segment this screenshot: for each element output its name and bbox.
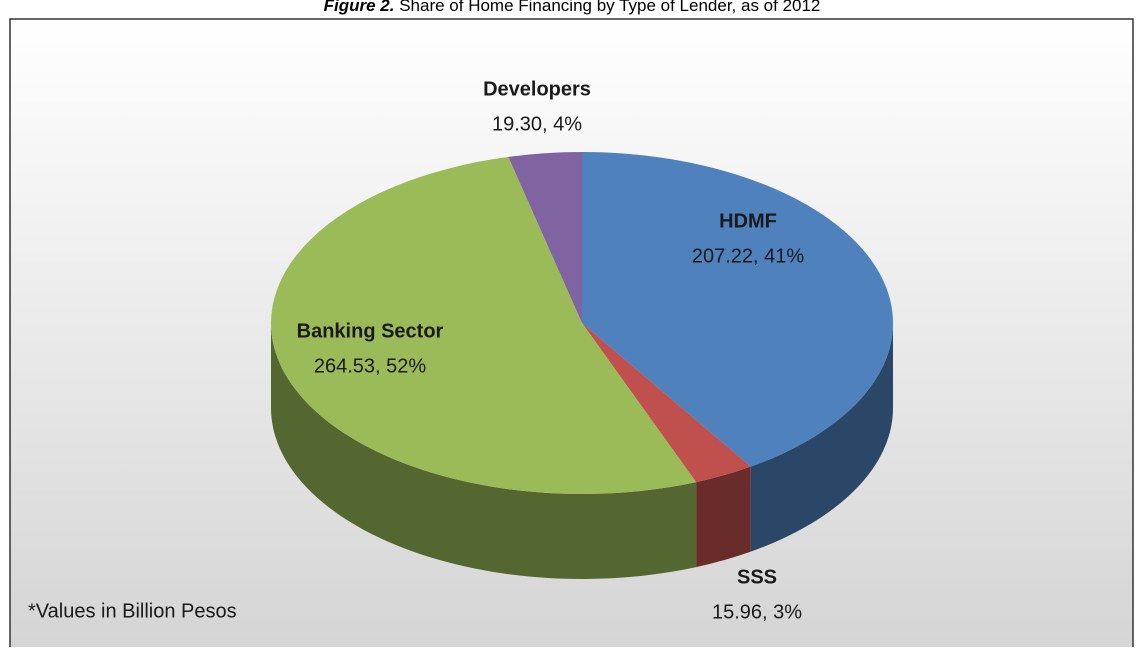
slice <box>582 323 751 483</box>
slice-value-label: 19.30, 4% <box>492 113 582 135</box>
slice-category: HDMF <box>719 210 777 232</box>
slice <box>508 152 582 323</box>
slice-side <box>750 323 893 552</box>
slice-value-label: 264.53, 52% <box>314 355 427 377</box>
title-text: Share of Home Financing by Type of Lende… <box>399 0 820 15</box>
slice-value-label: 15.96, 3% <box>712 601 802 623</box>
slice <box>271 156 697 494</box>
slice-category: SSS <box>737 566 777 588</box>
slice-side <box>696 466 751 568</box>
pie-sides <box>270 323 893 579</box>
slice-value-label: 207.22, 41% <box>692 245 805 267</box>
labels: HDMF 207.22, 41% SSS 15.96, 3% Banking Secto… <box>297 78 805 623</box>
chart-title: Figure 2. Share of Home Financing by Typ… <box>324 0 821 15</box>
slice-category: Banking Sector <box>297 320 444 342</box>
title-label: Figure 2. <box>324 0 395 15</box>
slice-side <box>270 323 697 579</box>
slice <box>582 152 893 467</box>
pie-tops <box>271 152 893 494</box>
note: *Values in Billion Pesos <box>28 600 237 622</box>
slice-category: Developers <box>483 78 591 100</box>
